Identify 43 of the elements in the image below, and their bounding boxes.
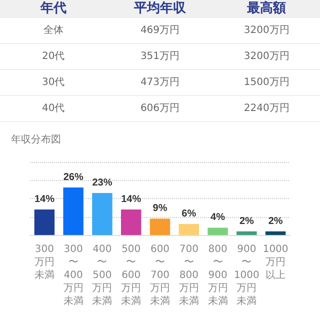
- data-label: 6%: [182, 208, 196, 220]
- text: 2240万円: [213, 96, 320, 122]
- text: 全体: [0, 18, 107, 44]
- x-tick-label: 500〜600万円未満: [121, 244, 142, 307]
- bar: [236, 231, 257, 235]
- x-tick-label: 400〜500万円未満: [92, 244, 112, 307]
- x-tick-label: 800〜900万円未満: [208, 244, 228, 307]
- text: 3200万円: [213, 18, 320, 44]
- data-label: 23%: [92, 178, 112, 189]
- bar: [208, 228, 228, 235]
- text: 40代: [0, 96, 107, 122]
- x-tick-label: 600〜700万円未満: [150, 244, 170, 307]
- bar: [265, 231, 286, 235]
- bar: [92, 193, 112, 235]
- data-label: 14%: [121, 194, 142, 205]
- x-tick-label: 700〜800万円未満: [178, 244, 199, 307]
- x-tick-label: 1000万円以上: [262, 244, 288, 281]
- text: 606万円: [106, 96, 214, 122]
- x-tick-label: 900〜1000万円未満: [234, 244, 260, 307]
- data-label: 14%: [34, 194, 55, 205]
- bar: [150, 218, 170, 235]
- bar: [63, 188, 84, 235]
- chart-title: 年収分布図: [11, 134, 61, 146]
- text: 3200万円: [213, 44, 320, 70]
- text: 最高額: [213, 0, 320, 18]
- text: 351万円: [106, 44, 214, 70]
- text: 20代: [0, 44, 107, 70]
- data-label: 2%: [239, 216, 254, 227]
- text: 年代: [0, 0, 107, 18]
- x-tick-label: 300〜400万円未満: [63, 244, 84, 307]
- text: 1500万円: [213, 70, 320, 96]
- data-label: 9%: [152, 203, 168, 214]
- data-label: 26%: [63, 172, 84, 184]
- text: 平均年収: [106, 0, 214, 18]
- x-tick-label: 300万円未満: [34, 244, 54, 281]
- bar: [178, 224, 199, 235]
- text: 30代: [0, 70, 107, 96]
- data-label: 2%: [268, 216, 283, 227]
- data-label: 4%: [210, 212, 226, 224]
- text: 469万円: [106, 18, 214, 44]
- bar: [121, 209, 142, 235]
- text: 473万円: [106, 70, 214, 96]
- bar: [34, 209, 55, 235]
